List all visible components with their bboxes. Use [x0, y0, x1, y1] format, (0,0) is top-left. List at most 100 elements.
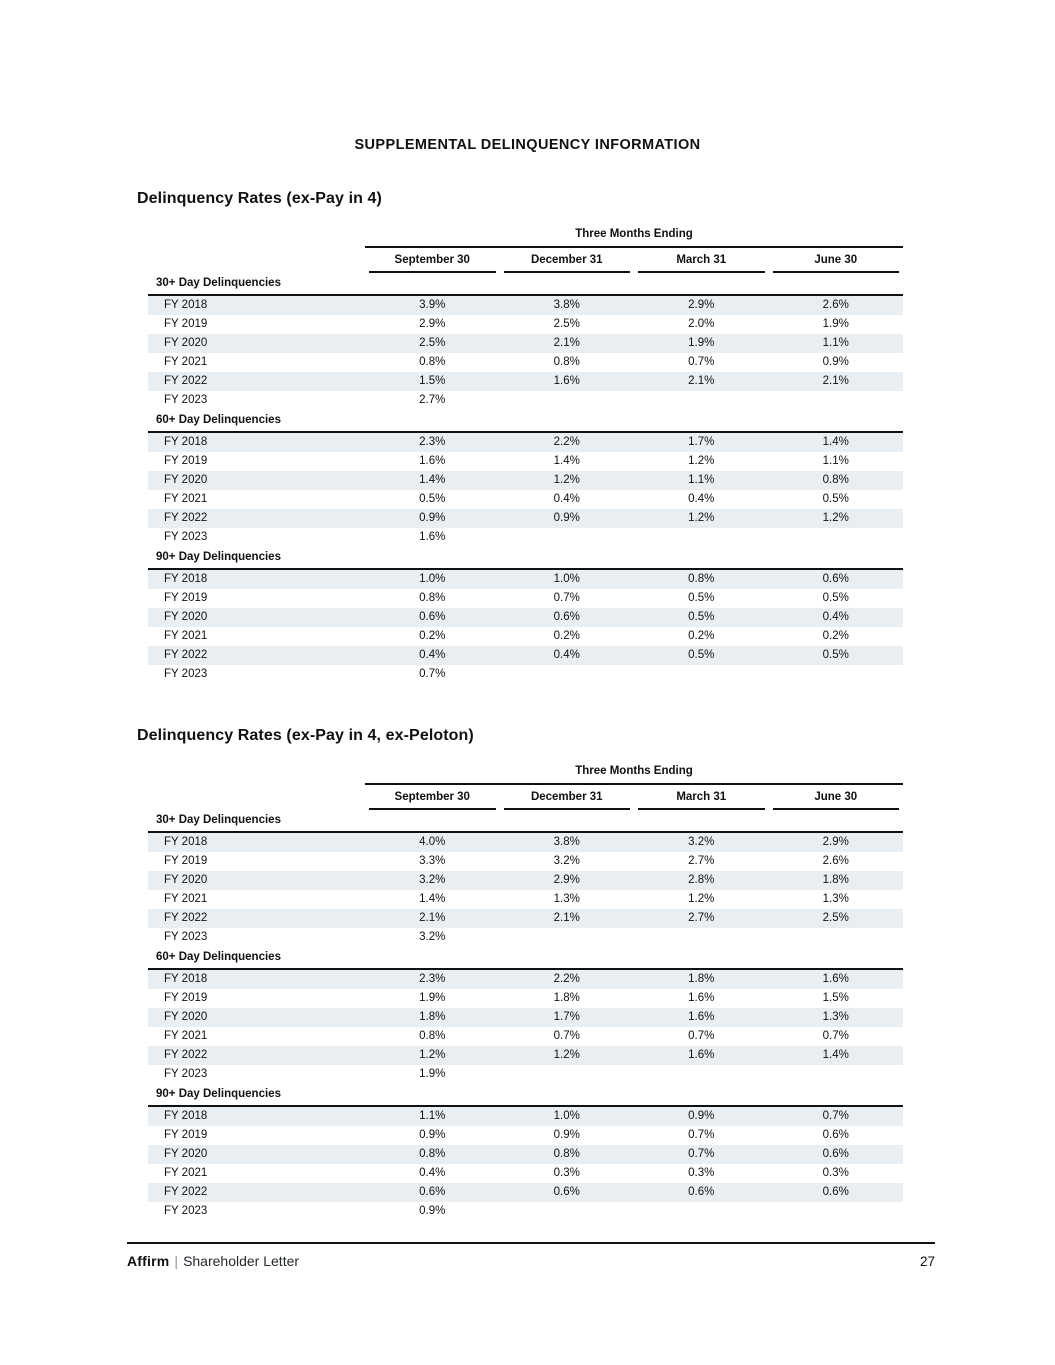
delinquency-value: 2.2% [553, 436, 580, 448]
table-row: FY 2023 0.9% [148, 1202, 903, 1221]
delinquency-value: 0.6% [419, 611, 446, 623]
delinquency-group: 30+ Day Delinquencies FY 2018 4.0% 3.8% 3.2%… [148, 810, 903, 947]
delinquency-value: 2.1% [688, 375, 715, 387]
footer-separator: | [174, 1253, 179, 1269]
delinquency-value: 0.9% [822, 356, 849, 368]
fiscal-year-label: FY 2023 [164, 668, 208, 680]
affirm-brand-text: Affirm [127, 1253, 170, 1269]
delinquency-value: 0.6% [688, 1186, 715, 1198]
delinquency-value: 0.2% [688, 630, 715, 642]
fiscal-year-label: FY 2021 [164, 893, 208, 905]
delinquency-value: 1.4% [553, 455, 580, 467]
delinquency-value: 3.3% [419, 855, 446, 867]
fiscal-year-label: FY 2018 [164, 973, 208, 985]
table-row: FY 2020 1.4% 1.2% 1.1% 0.8% [148, 471, 903, 490]
delinquency-value: 0.4% [419, 1167, 446, 1179]
delinquency-value: 2.2% [553, 973, 580, 985]
fiscal-year-label: FY 2020 [164, 1011, 208, 1023]
delinquency-value: 1.1% [419, 1110, 446, 1122]
table-row: FY 2018 3.9% 3.8% 2.9% 2.6% [148, 296, 903, 315]
delinquency-group-label: 60+ Day Delinquencies [148, 410, 903, 433]
column-header-label: September 30 [369, 248, 496, 273]
delinquency-value: 1.1% [688, 474, 715, 486]
fiscal-year-label: FY 2019 [164, 855, 208, 867]
column-header: September 30 [365, 785, 500, 810]
delinquency-value: 0.9% [419, 512, 446, 524]
fiscal-year-label: FY 2020 [164, 474, 208, 486]
delinquency-value: 2.8% [688, 874, 715, 886]
delinquency-value: 0.8% [419, 592, 446, 604]
delinquency-value: 3.9% [419, 299, 446, 311]
section-heading: Delinquency Rates (ex-Pay in 4) [137, 190, 382, 207]
fiscal-year-label: FY 2018 [164, 436, 208, 448]
delinquency-value: 0.8% [419, 1030, 446, 1042]
three-months-ending-label: Three Months Ending [365, 228, 903, 248]
delinquency-value: 2.3% [419, 973, 446, 985]
delinquency-value: 0.7% [553, 592, 580, 604]
delinquency-value: 0.5% [688, 649, 715, 661]
fiscal-year-label: FY 2021 [164, 1030, 208, 1042]
delinquency-value: 0.8% [419, 356, 446, 368]
fiscal-year-label: FY 2020 [164, 337, 208, 349]
fiscal-year-label: FY 2021 [164, 630, 208, 642]
delinquency-value: 4.0% [419, 836, 446, 848]
fiscal-year-label: FY 2020 [164, 874, 208, 886]
column-header-label: December 31 [503, 785, 630, 810]
delinquency-value: 0.2% [822, 630, 849, 642]
fiscal-year-label: FY 2023 [164, 1205, 208, 1217]
delinquency-value: 0.6% [822, 1148, 849, 1160]
delinquency-value: 0.3% [822, 1167, 849, 1179]
fiscal-year-label: FY 2023 [164, 531, 208, 543]
delinquency-value: 1.9% [822, 318, 849, 330]
column-header: March 31 [634, 785, 769, 810]
delinquency-value: 0.9% [688, 1110, 715, 1122]
delinquency-value: 1.4% [419, 474, 446, 486]
delinquency-value: 0.9% [419, 1129, 446, 1141]
row-label-column-spacer [148, 248, 365, 273]
fiscal-year-label: FY 2022 [164, 512, 208, 524]
fiscal-year-label: FY 2019 [164, 318, 208, 330]
delinquency-value: 0.6% [553, 611, 580, 623]
delinquency-value: 1.6% [419, 531, 446, 543]
fiscal-year-label: FY 2023 [164, 931, 208, 943]
delinquency-value: 0.8% [553, 1148, 580, 1160]
delinquency-group: 30+ Day Delinquencies FY 2018 3.9% 3.8% 2.9%… [148, 273, 903, 410]
table-row: FY 2019 0.9% 0.9% 0.7% 0.6% [148, 1126, 903, 1145]
delinquency-value: 0.8% [419, 1148, 446, 1160]
delinquency-value: 1.2% [553, 474, 580, 486]
delinquency-value: 0.6% [822, 1186, 849, 1198]
table-row: FY 2020 1.8% 1.7% 1.6% 1.3% [148, 1008, 903, 1027]
delinquency-value: 2.7% [688, 855, 715, 867]
delinquency-group-label: 90+ Day Delinquencies [148, 1084, 903, 1107]
column-header-label: March 31 [638, 785, 765, 810]
delinquency-value: 2.1% [822, 375, 849, 387]
fiscal-year-label: FY 2021 [164, 1167, 208, 1179]
delinquency-value: 0.9% [553, 1129, 580, 1141]
table-row: FY 2022 1.5% 1.6% 2.1% 2.1% [148, 372, 903, 391]
fiscal-year-label: FY 2022 [164, 649, 208, 661]
footer-document-name: Shareholder Letter [183, 1253, 300, 1269]
delinquency-value: 1.9% [688, 337, 715, 349]
fiscal-year-label: FY 2021 [164, 493, 208, 505]
delinquency-value: 1.2% [822, 512, 849, 524]
row-label-column-spacer [148, 765, 365, 785]
fiscal-year-label: FY 2022 [164, 375, 208, 387]
delinquency-value: 0.7% [419, 668, 446, 680]
table-row: FY 2022 0.6% 0.6% 0.6% 0.6% [148, 1183, 903, 1202]
delinquency-value: 2.7% [419, 394, 446, 406]
delinquency-value: 1.7% [688, 436, 715, 448]
delinquency-value: 0.7% [688, 1030, 715, 1042]
delinquency-value: 1.2% [688, 512, 715, 524]
delinquency-value: 2.7% [688, 912, 715, 924]
column-header: December 31 [500, 785, 635, 810]
delinquency-value: 1.6% [822, 973, 849, 985]
table-row: FY 2023 1.6% [148, 528, 903, 547]
fiscal-year-label: FY 2019 [164, 592, 208, 604]
delinquency-group: 60+ Day Delinquencies FY 2018 2.3% 2.2% 1.7%… [148, 410, 903, 547]
table-row: FY 2021 0.8% 0.7% 0.7% 0.7% [148, 1027, 903, 1046]
delinquency-value: 0.8% [688, 573, 715, 585]
delinquency-value: 2.5% [822, 912, 849, 924]
table-header-spanner-row: Three Months Ending [148, 765, 903, 785]
delinquency-value: 0.6% [822, 1129, 849, 1141]
fiscal-year-label: FY 2021 [164, 356, 208, 368]
